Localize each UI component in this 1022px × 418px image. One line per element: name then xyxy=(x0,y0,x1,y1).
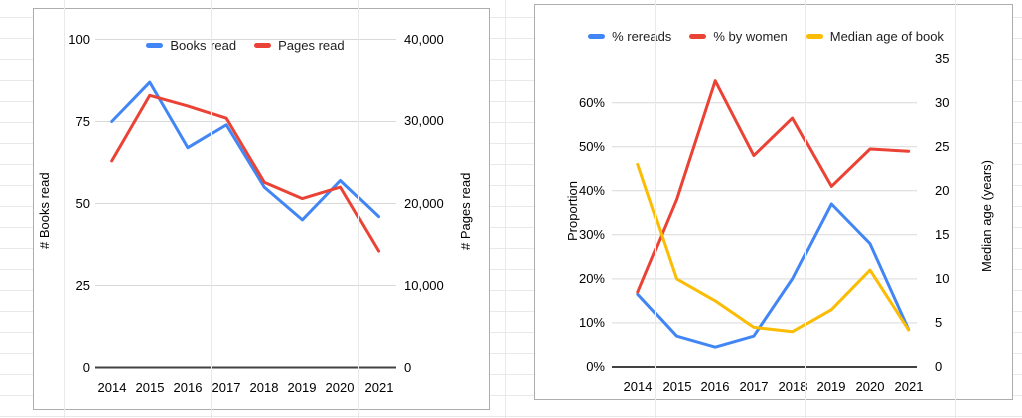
left-axis-tick-label: 40% xyxy=(578,183,605,198)
x-axis-tick-label: 2021 xyxy=(364,380,394,395)
left-axis-tick-label: 30% xyxy=(578,227,605,242)
series-line-pages-read xyxy=(110,93,381,253)
left-axis-tick-label: 10% xyxy=(578,315,605,330)
left-axis-title: # Books read xyxy=(37,172,52,250)
right-axis-tick-label: 15 xyxy=(935,227,950,242)
sheet-column-gridline xyxy=(955,0,956,418)
left-axis-tick-label: 0% xyxy=(586,359,605,374)
sheet-column-gridline xyxy=(505,0,506,418)
series-line--by-women xyxy=(636,79,911,294)
legend-label: % rereads xyxy=(612,28,672,44)
x-axis-tick-label: 2021 xyxy=(894,379,924,394)
right-axis-tick-label: 40,000 xyxy=(404,32,444,47)
x-axis-tick-label: 2017 xyxy=(739,379,769,394)
right-axis-title: Median age (years) xyxy=(979,160,994,272)
x-axis-tick-label: 2020 xyxy=(855,379,885,394)
legend-swatch xyxy=(689,33,707,39)
x-axis-tick-label: 2019 xyxy=(287,380,317,395)
sheet-column-gridline xyxy=(64,0,65,418)
legend-label: Median age of book xyxy=(829,28,944,44)
legend-label: % by women xyxy=(713,28,788,44)
left-axis-tick-label: 50% xyxy=(578,139,605,154)
left-axis-tick-label: 50 xyxy=(75,196,90,211)
right-axis-tick-label: 5 xyxy=(935,315,943,330)
chart-card-books-pages[interactable]: Books read Pages read 100 75 50 25 0 40,000 30… xyxy=(33,8,490,410)
sheet-column-gridline xyxy=(211,0,212,418)
x-axis-tick-label: 2017 xyxy=(211,380,241,395)
series-line--rereads xyxy=(636,202,911,349)
series-line-median-age-of-book xyxy=(636,162,911,334)
right-axis-tick-label: 0 xyxy=(404,360,412,375)
sheet-column-gridline xyxy=(655,0,656,418)
right-axis-tick-label: 10,000 xyxy=(404,278,444,293)
series-line-books-read xyxy=(110,80,381,222)
x-axis-tick-label: 2014 xyxy=(623,379,653,394)
legend-label: Books read xyxy=(170,37,237,53)
x-axis-tick-label: 2018 xyxy=(249,380,279,395)
x-axis-tick-label: 2016 xyxy=(173,380,203,395)
left-axis-tick-label: 25 xyxy=(75,278,90,293)
right-axis-tick-label: 35 xyxy=(935,51,950,66)
chart-card-reading-stats[interactable]: % rereads % by women Median age of book 60… xyxy=(534,4,1013,400)
reading-stats-legend: % rereads % by women Median age of book xyxy=(588,28,944,44)
x-axis-tick-label: 2014 xyxy=(97,380,127,395)
legend-swatch xyxy=(146,42,164,48)
x-axis-tick-label: 2015 xyxy=(662,379,692,394)
left-axis-tick-label: 100 xyxy=(68,32,90,47)
right-axis-tick-label: 30,000 xyxy=(404,113,444,128)
legend-item: Pages read xyxy=(254,38,345,53)
right-axis-tick-label: 20,000 xyxy=(404,196,444,211)
left-axis-tick-label: 0 xyxy=(82,360,90,375)
left-axis-tick-label: 20% xyxy=(578,271,605,286)
right-axis-tick-label: 10 xyxy=(935,271,950,286)
legend-label: Pages read xyxy=(278,37,345,53)
x-axis-tick-label: 2020 xyxy=(325,380,355,395)
legend-swatch xyxy=(254,42,272,48)
legend-swatch xyxy=(805,33,823,39)
left-axis-title: Proportion xyxy=(565,181,580,241)
right-axis-tick-label: 30 xyxy=(935,95,950,110)
sheet-column-gridline xyxy=(805,0,806,418)
books-pages-legend: Books read Pages read xyxy=(95,37,396,53)
reading-stats-chart-canvas xyxy=(612,79,917,368)
legend-item: % by women xyxy=(689,28,788,44)
legend-item: % rereads xyxy=(588,29,671,44)
x-axis-tick-label: 2016 xyxy=(700,379,730,394)
x-axis-tick-label: 2018 xyxy=(778,379,808,394)
right-axis-tick-label: 25 xyxy=(935,139,950,154)
left-axis-tick-label: 75 xyxy=(75,114,90,129)
legend-swatch xyxy=(588,33,606,39)
books-pages-chart-canvas xyxy=(95,39,396,369)
right-axis-tick-label: 0 xyxy=(935,359,943,374)
right-axis-title: # Pages read xyxy=(458,172,473,250)
x-axis-tick-label: 2019 xyxy=(816,379,846,394)
legend-item: Median age of book xyxy=(805,28,944,44)
sheet-column-gridline xyxy=(358,0,359,418)
legend-item: Books read xyxy=(146,38,236,53)
left-axis-tick-label: 60% xyxy=(578,95,605,110)
right-axis-tick-label: 20 xyxy=(935,183,950,198)
x-axis-tick-label: 2015 xyxy=(135,380,165,395)
